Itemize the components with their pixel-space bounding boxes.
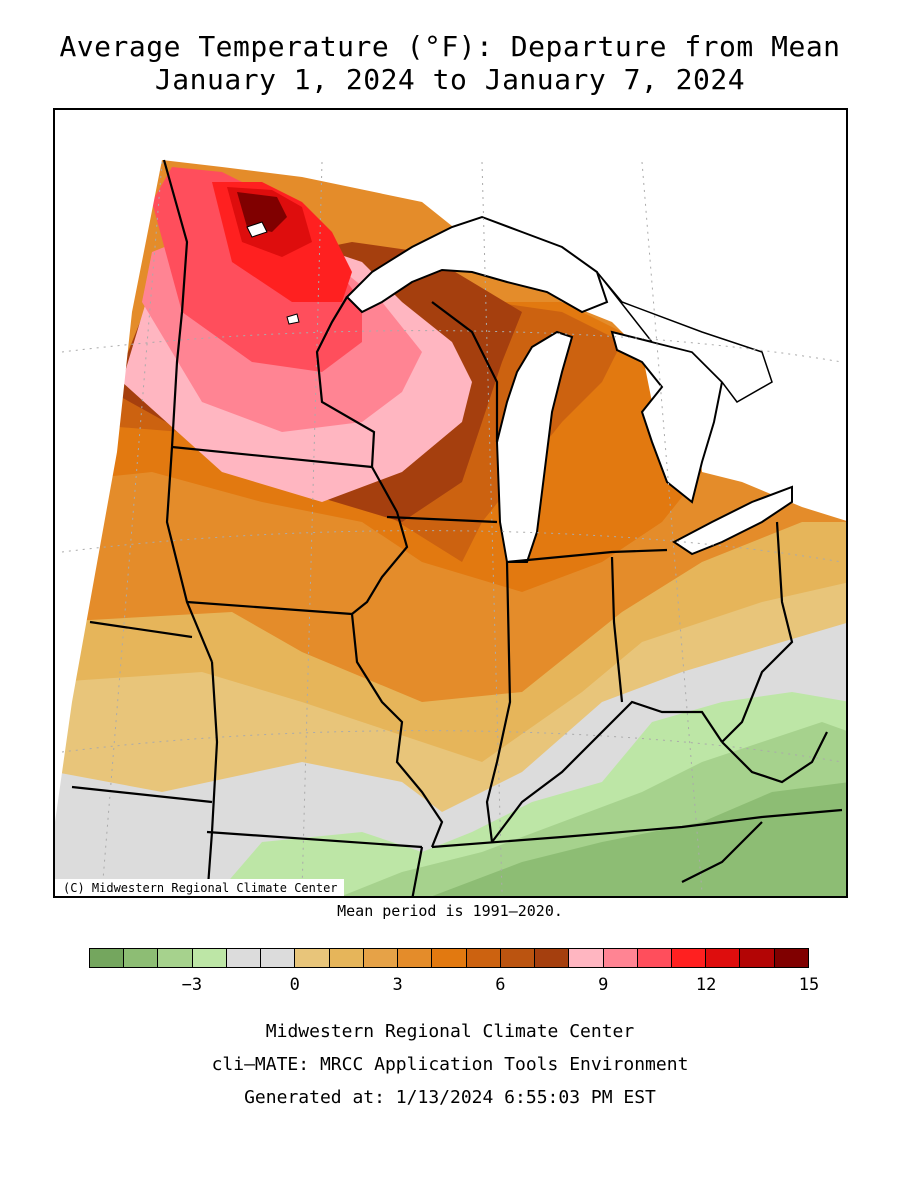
legend-swatch xyxy=(124,949,159,967)
minnesota-lakes xyxy=(246,221,300,325)
legend-tick-label: −3 xyxy=(181,975,203,995)
legend-swatch xyxy=(226,949,262,967)
legend-tick-label: 12 xyxy=(695,975,717,995)
legend-tick-label: 15 xyxy=(798,975,820,995)
legend-swatch xyxy=(774,949,808,967)
legend-swatch xyxy=(740,949,775,967)
temperature-departure-map xyxy=(55,110,846,896)
legend-swatch xyxy=(466,949,501,967)
legend-swatch xyxy=(637,949,672,967)
legend-swatch xyxy=(295,949,330,967)
map-date-range: January 1, 2024 to January 7, 2024 xyxy=(154,63,746,96)
legend-tick-label: 9 xyxy=(598,975,609,995)
legend-swatch xyxy=(706,949,741,967)
legend-tick-label: 6 xyxy=(495,975,506,995)
legend-swatch xyxy=(261,949,296,967)
legend-swatch xyxy=(671,949,707,967)
legend-swatch xyxy=(398,949,433,967)
band-green xyxy=(432,782,846,896)
footer-organization: Midwestern Regional Climate Center xyxy=(265,1021,635,1042)
state-boundaries xyxy=(71,159,843,896)
legend-swatch xyxy=(158,949,193,967)
footer-generated-at: Generated at: 1/13/2024 6:55:03 PM EST xyxy=(244,1087,656,1108)
map-panel: (C) Midwestern Regional Climate Center xyxy=(53,108,848,898)
lake-superior xyxy=(345,215,609,314)
lake-erie xyxy=(672,485,793,556)
legend-swatch xyxy=(363,949,399,967)
canada-land xyxy=(596,271,773,403)
legend-swatch xyxy=(569,949,604,967)
map-outside-area xyxy=(55,110,846,822)
legend-tick-label: 3 xyxy=(392,975,403,995)
copyright-label: (C) Midwestern Regional Climate Center xyxy=(55,879,344,896)
graticule xyxy=(61,161,843,893)
legend-swatch xyxy=(500,949,536,967)
legend-swatch xyxy=(329,949,364,967)
map-title: Average Temperature (°F): Departure from… xyxy=(59,30,841,63)
legend-swatch xyxy=(192,949,227,967)
legend-swatch xyxy=(535,949,570,967)
band-darkest-red xyxy=(237,192,287,232)
legend-swatch xyxy=(90,949,125,967)
legend-swatch xyxy=(603,949,638,967)
mean-period-note: Mean period is 1991–2020. xyxy=(337,902,563,920)
footer-tool-name: cli–MATE: MRCC Application Tools Environ… xyxy=(211,1054,689,1075)
legend-swatch xyxy=(432,949,467,967)
legend-tick-label: 0 xyxy=(289,975,300,995)
color-legend-bar xyxy=(89,948,809,968)
